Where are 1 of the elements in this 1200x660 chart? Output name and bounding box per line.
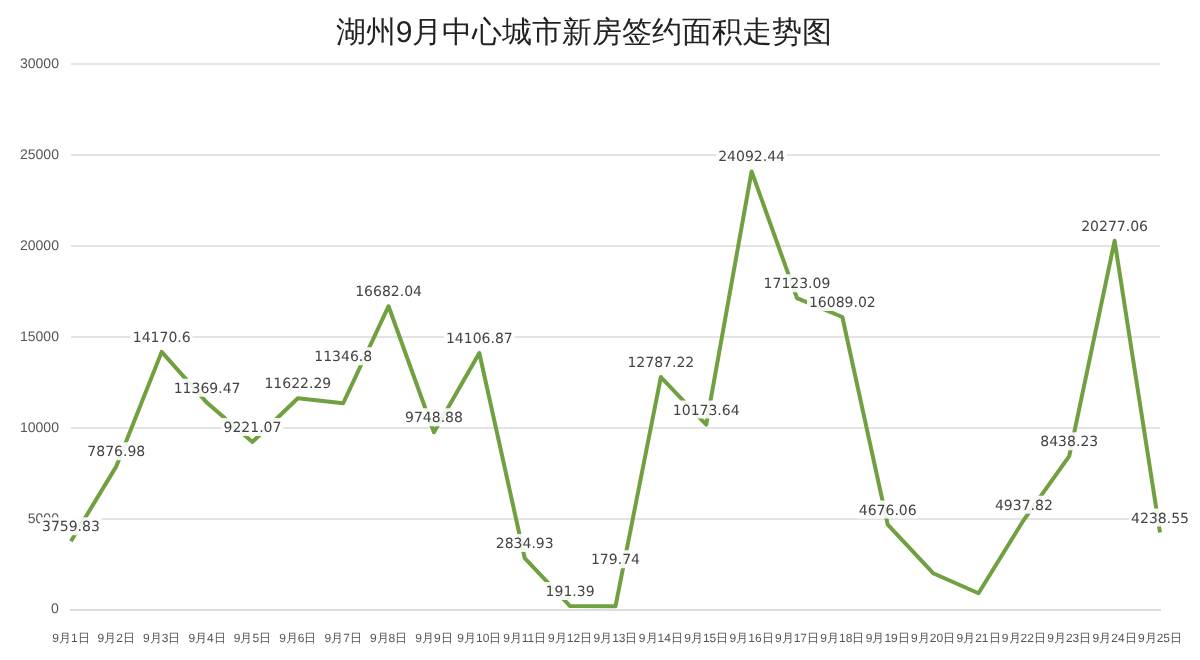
- chart-title: 湖州9月中心城市新房签约面积走势图: [335, 16, 833, 51]
